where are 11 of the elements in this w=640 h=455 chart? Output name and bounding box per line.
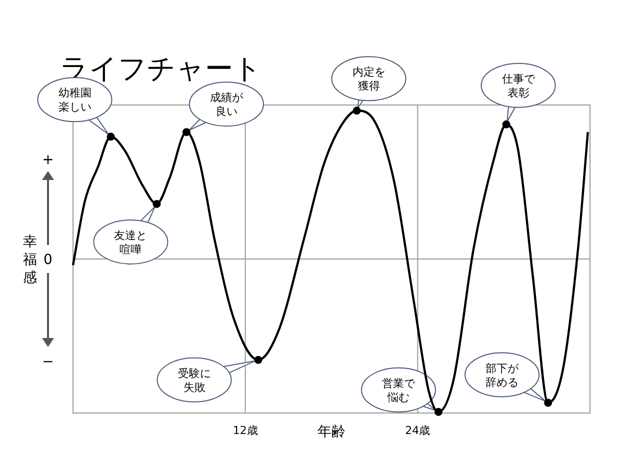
x-axis-title: 年齢 <box>318 424 346 440</box>
annotation: 友達と喧嘩 <box>114 228 148 256</box>
x-tick-label: 24歳 <box>405 424 430 437</box>
text: 0 <box>44 252 52 268</box>
y-axis-title: 幸福感 <box>23 234 37 286</box>
annotation: 幼稚園楽しい <box>58 86 92 114</box>
annotation: 部下が辞める <box>486 362 520 389</box>
x-tick-label: 12歳 <box>232 424 258 437</box>
text: + <box>42 152 54 168</box>
text: − <box>42 354 54 370</box>
annotation: 内定を獲得 <box>352 66 386 93</box>
